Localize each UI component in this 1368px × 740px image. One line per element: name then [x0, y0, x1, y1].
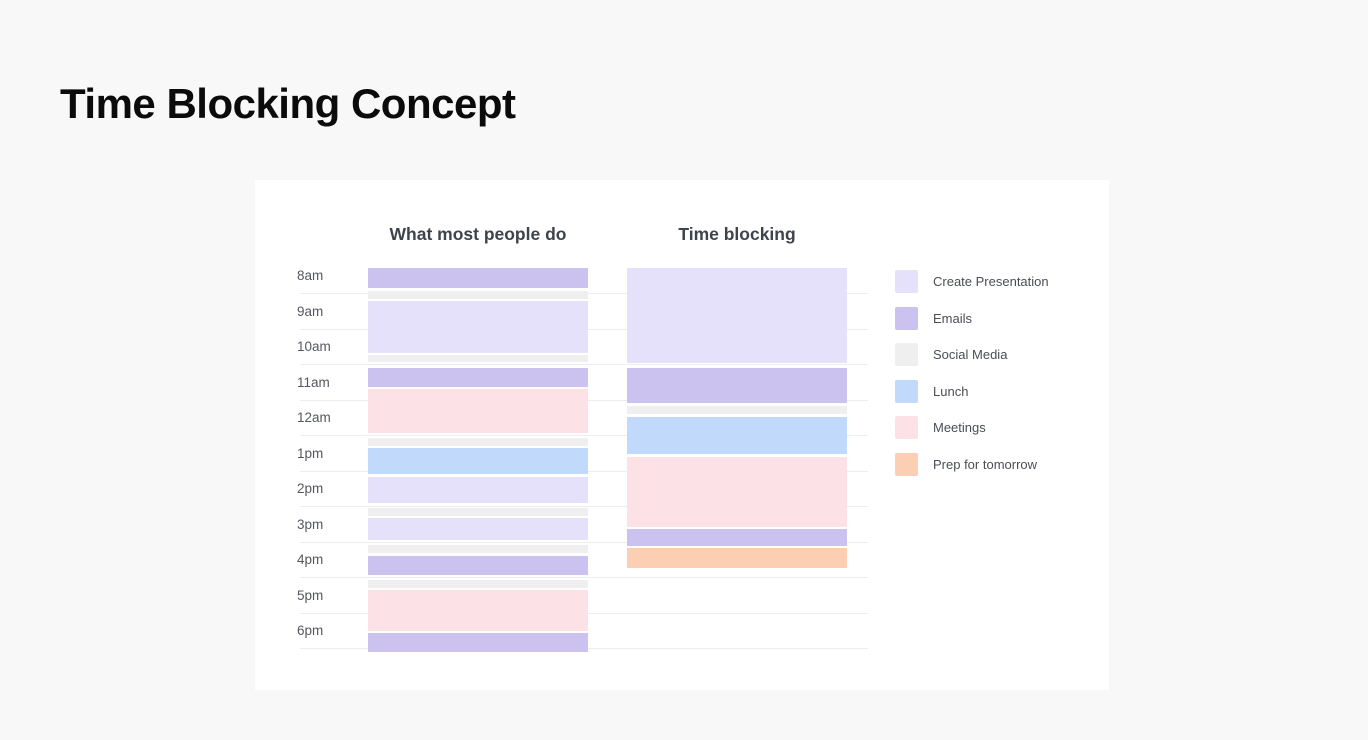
time-block-create-presentation: [368, 301, 588, 353]
time-block-emails: [627, 529, 847, 546]
time-block-emails: [368, 268, 588, 288]
hour-gridline: [300, 364, 868, 365]
legend-item-meetings: Meetings: [895, 416, 1155, 439]
time-label: 3pm: [297, 516, 324, 532]
slide-title: Time Blocking Concept: [60, 80, 516, 127]
time-label: 5pm: [297, 587, 324, 603]
legend-swatch-emails: [895, 306, 918, 330]
time-label: 8am: [297, 268, 324, 283]
legend-label: Create Presentation: [933, 274, 1049, 289]
legend-item-emails: Emails: [895, 306, 1155, 330]
time-block-meetings: [368, 389, 588, 433]
column-header-time-blocking: Time blocking: [678, 224, 796, 244]
time-block-social-media: [368, 545, 588, 553]
column-header-what-most-people-do: What most people do: [389, 224, 567, 244]
legend-item-lunch: Lunch: [895, 379, 1155, 403]
legend-label: Prep for tomorrow: [933, 456, 1038, 472]
hour-gridline: [300, 541, 868, 543]
time-label: 6pm: [297, 623, 324, 638]
hour-gridline: [300, 506, 868, 507]
time-block-create-presentation: [627, 268, 847, 363]
time-label: 1pm: [297, 445, 324, 461]
time-block-meetings: [627, 457, 847, 527]
time-block-meetings: [368, 590, 588, 631]
time-block-emails: [627, 368, 847, 403]
time-label: 9am: [297, 303, 324, 319]
legend-label: Social Media: [933, 347, 1008, 362]
legend-swatch-create-presentation: [895, 270, 918, 293]
legend-swatch-meetings: [895, 416, 918, 439]
legend-swatch-prep-for-tomorrow: [895, 452, 918, 476]
legend-label: Emails: [933, 310, 973, 326]
chart-card: What most people do Time blocking 8am 9am…: [255, 180, 1109, 690]
time-block-emails: [368, 368, 588, 387]
legend-item-social-media: Social Media: [895, 343, 1155, 366]
time-block-prep-for-tomorrow: [627, 548, 847, 568]
time-block-emails: [368, 633, 588, 652]
time-block-social-media: [627, 406, 847, 414]
hour-gridline: [300, 435, 868, 436]
time-block-create-presentation: [368, 477, 588, 503]
timeblock-chart: What most people do Time blocking 8am 9am…: [255, 180, 1109, 690]
time-block-lunch: [368, 448, 588, 474]
time-block-social-media: [368, 508, 588, 516]
legend-label: Meetings: [933, 420, 986, 435]
time-label: 10am: [297, 339, 331, 354]
time-label: 2pm: [297, 481, 324, 496]
legend-swatch-lunch: [895, 379, 918, 403]
legend-item-prep-for-tomorrow: Prep for tomorrow: [895, 452, 1155, 476]
time-block-create-presentation: [368, 518, 588, 540]
time-label: 12am: [297, 410, 331, 425]
time-block-lunch: [627, 417, 847, 454]
time-block-social-media: [368, 355, 588, 362]
time-block-social-media: [368, 438, 588, 446]
time-block-social-media: [368, 291, 588, 299]
time-label: 4pm: [297, 552, 324, 567]
time-block-emails: [368, 556, 588, 575]
time-label: 11am: [297, 374, 330, 390]
legend-label: Lunch: [933, 383, 969, 399]
time-block-social-media: [368, 580, 588, 588]
legend-swatch-social-media: [895, 343, 918, 366]
legend-item-create-presentation: Create Presentation: [895, 270, 1155, 293]
hour-gridline: [300, 577, 868, 578]
